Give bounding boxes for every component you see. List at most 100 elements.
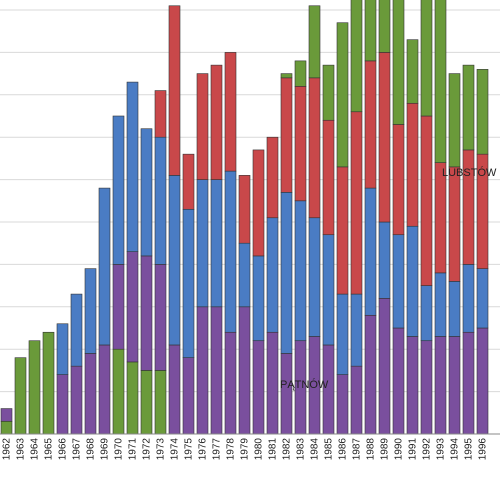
bar-segment-red xyxy=(364,60,377,189)
bar-segment-blue xyxy=(392,234,405,329)
x-tick-label: 1990 xyxy=(394,438,405,461)
bar-segment-green xyxy=(364,0,377,62)
bar-segment-red xyxy=(392,124,405,236)
bar-segment-red xyxy=(378,52,391,223)
bar-segment-blue xyxy=(70,293,83,367)
x-tick-label: 1970 xyxy=(114,438,125,461)
bar-segment-purple xyxy=(196,306,209,435)
bar-segment-green xyxy=(434,0,447,163)
bar-segment-purple xyxy=(392,327,405,435)
bar-segment-green xyxy=(112,348,125,435)
bar-segment-green xyxy=(126,361,139,435)
x-tick-label: 1967 xyxy=(72,438,83,461)
bar-segment-red xyxy=(224,52,237,172)
bar-segment-red xyxy=(182,153,195,210)
bar-series xyxy=(0,0,489,435)
bar-segment-blue xyxy=(406,225,419,337)
bar-segment-blue xyxy=(56,323,69,375)
bar-segment-blue xyxy=(434,272,447,337)
x-tick-label: 1983 xyxy=(296,438,307,461)
bar-segment-green xyxy=(140,370,153,435)
x-tick-label: 1987 xyxy=(352,438,363,461)
bar-segment-red xyxy=(322,119,335,236)
x-tick-label: 1965 xyxy=(44,438,55,461)
x-tick-label: 1972 xyxy=(142,438,153,461)
bar-segment-blue xyxy=(336,293,349,375)
bar-segment-purple xyxy=(98,344,111,435)
bar-segment-red xyxy=(280,77,293,193)
x-tick-label: 1985 xyxy=(324,438,335,461)
bar-segment-purple xyxy=(70,365,83,435)
x-tick-label: 1962 xyxy=(2,438,13,461)
bar-segment-purple xyxy=(210,306,223,435)
x-tick-label: 1968 xyxy=(86,438,97,461)
x-tick-label: 1977 xyxy=(212,438,223,461)
bar-segment-green xyxy=(476,69,489,155)
bar-segment-purple xyxy=(336,374,349,435)
bar-segment-green xyxy=(350,0,363,113)
bar-segment-purple xyxy=(434,336,447,435)
bar-segment-blue xyxy=(252,255,265,342)
x-tick-label: 1981 xyxy=(268,438,279,461)
bar-segment-purple xyxy=(56,374,69,435)
bar-segment-blue xyxy=(448,281,461,337)
bar-segment-green xyxy=(336,22,349,168)
bar-segment-blue xyxy=(98,187,111,346)
bar-segment-purple xyxy=(476,327,489,435)
bar-segment-green xyxy=(154,370,167,435)
bar-segment-red xyxy=(154,90,167,138)
x-tick-label: 1986 xyxy=(338,438,349,461)
bar-segment-green xyxy=(462,64,475,151)
bar-segment-purple xyxy=(238,306,251,435)
x-tick-label: 1978 xyxy=(226,438,237,461)
x-tick-label: 1966 xyxy=(58,438,69,461)
bar-segment-purple xyxy=(406,336,419,435)
bar-segment-blue xyxy=(140,128,153,257)
bar-segment-red xyxy=(294,86,307,202)
x-tick-label: 1976 xyxy=(198,438,209,461)
bar-segment-purple xyxy=(154,264,167,371)
bar-segment-red xyxy=(420,115,433,286)
bar-segment-purple xyxy=(420,340,433,435)
x-tick-label: 1975 xyxy=(184,438,195,461)
bar-segment-blue xyxy=(308,217,321,337)
bar-segment-red xyxy=(308,77,321,219)
bar-segment-blue xyxy=(350,293,363,367)
bar-segment-red xyxy=(168,5,181,176)
bar-segment-blue xyxy=(364,187,377,316)
x-tick-label: 1996 xyxy=(478,438,489,461)
bar-segment-green xyxy=(392,0,405,125)
bar-segment-purple xyxy=(182,357,195,435)
annotation-lubstow: LUBSTÓW xyxy=(442,166,497,179)
bar-segment-red xyxy=(434,162,447,274)
bar-segment-purple xyxy=(350,365,363,435)
x-tick-label: 1994 xyxy=(450,438,461,461)
bar-segment-purple xyxy=(112,264,125,350)
bar-segment-blue xyxy=(196,179,209,308)
bar-segment-blue xyxy=(294,200,307,342)
x-tick-label: 1982 xyxy=(282,438,293,461)
bar-segment-red xyxy=(266,136,279,219)
bar-segment-blue xyxy=(238,242,251,308)
x-tick-label: 1963 xyxy=(16,438,27,461)
bar-segment-red xyxy=(350,111,363,295)
bar-segment-purple xyxy=(266,331,279,435)
bar-segment-blue xyxy=(182,208,195,358)
bar-segment-green xyxy=(308,5,321,79)
bar-segment-blue xyxy=(112,115,125,265)
bar-segment-purple xyxy=(140,255,153,371)
x-tick-label: 1969 xyxy=(100,438,111,461)
x-tick-label: 1984 xyxy=(310,438,321,461)
bar-segment-blue xyxy=(280,192,293,354)
bar-segment-purple xyxy=(280,353,293,435)
x-tick-label: 1964 xyxy=(30,438,41,461)
bar-segment-green xyxy=(406,39,419,104)
bar-segment-green xyxy=(294,60,307,87)
bar-segment-blue xyxy=(378,221,391,299)
bar-segment-purple xyxy=(168,344,181,435)
bar-segment-green xyxy=(378,0,391,53)
x-tick-label: 1971 xyxy=(128,438,139,461)
x-axis-tick-labels: 1962 1963 1964 1965 1966 1967 1968 1969 1970 1971… xyxy=(2,438,489,461)
bar-segment-blue xyxy=(224,170,237,333)
